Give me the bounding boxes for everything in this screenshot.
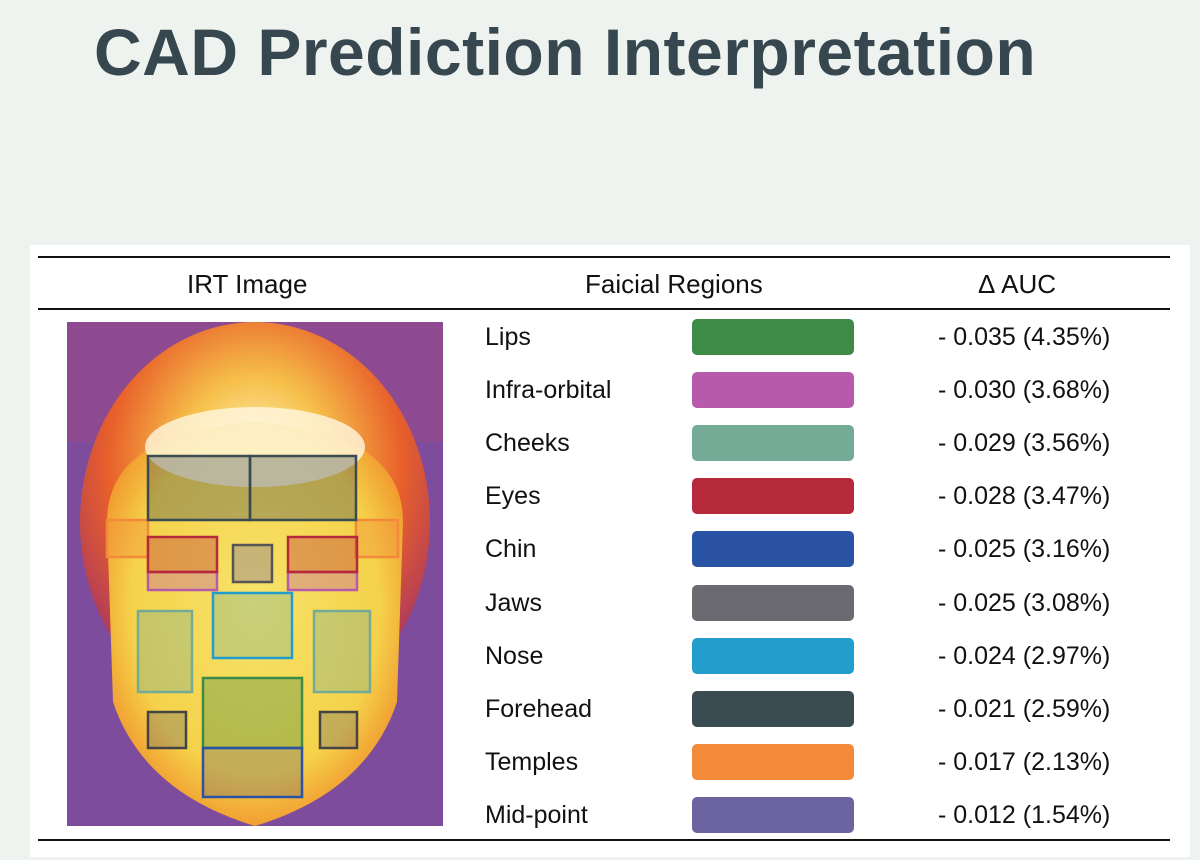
- delta-auc: - 0.021 (2.59%): [938, 694, 1111, 723]
- table-rule: [38, 839, 1170, 841]
- delta-auc: - 0.025 (3.16%): [938, 535, 1111, 564]
- column-header: Faicial Regions: [585, 269, 763, 299]
- delta-auc: - 0.017 (2.13%): [938, 747, 1111, 776]
- region-color: [692, 796, 854, 833]
- region-color: [692, 584, 854, 621]
- region-name: Chin: [485, 535, 537, 564]
- region-color: [692, 372, 854, 409]
- delta-auc: - 0.012 (1.54%): [938, 800, 1111, 829]
- delta-auc: - 0.028 (3.47%): [938, 482, 1111, 511]
- irt-image: [67, 322, 443, 826]
- table-rule: [38, 256, 1170, 258]
- delta-auc: - 0.029 (3.56%): [938, 429, 1111, 458]
- delta-auc: - 0.024 (2.97%): [938, 641, 1111, 670]
- region-color: [692, 637, 854, 674]
- region-name: Eyes: [485, 482, 541, 511]
- slide-title: CAD Prediction Interpretation: [94, 15, 1037, 89]
- delta-auc: - 0.025 (3.08%): [938, 588, 1111, 617]
- column-header: IRT Image: [187, 269, 308, 299]
- region-name: Lips: [485, 323, 531, 351]
- region-color: [692, 478, 854, 515]
- region-color: [692, 743, 854, 780]
- table-panel: IRT Image Faicial Regions Δ AUC: [30, 245, 1190, 857]
- region-name: Jaws: [485, 588, 542, 617]
- region-color: [692, 690, 854, 727]
- region-color: [692, 425, 854, 462]
- delta-auc: - 0.035 (4.35%): [938, 323, 1111, 351]
- region-name: Infra-orbital: [485, 376, 612, 405]
- region-color: [692, 319, 854, 355]
- region-name: Temples: [485, 747, 579, 776]
- delta-auc: - 0.030 (3.68%): [938, 376, 1111, 405]
- region-color: [692, 531, 854, 568]
- table-rule: [38, 308, 1170, 310]
- column-header: Δ AUC: [978, 269, 1057, 299]
- region-name: Mid-point: [485, 800, 588, 829]
- region-name: Forehead: [485, 694, 593, 723]
- region-name: Nose: [485, 641, 544, 670]
- region-name: Cheeks: [485, 429, 570, 458]
